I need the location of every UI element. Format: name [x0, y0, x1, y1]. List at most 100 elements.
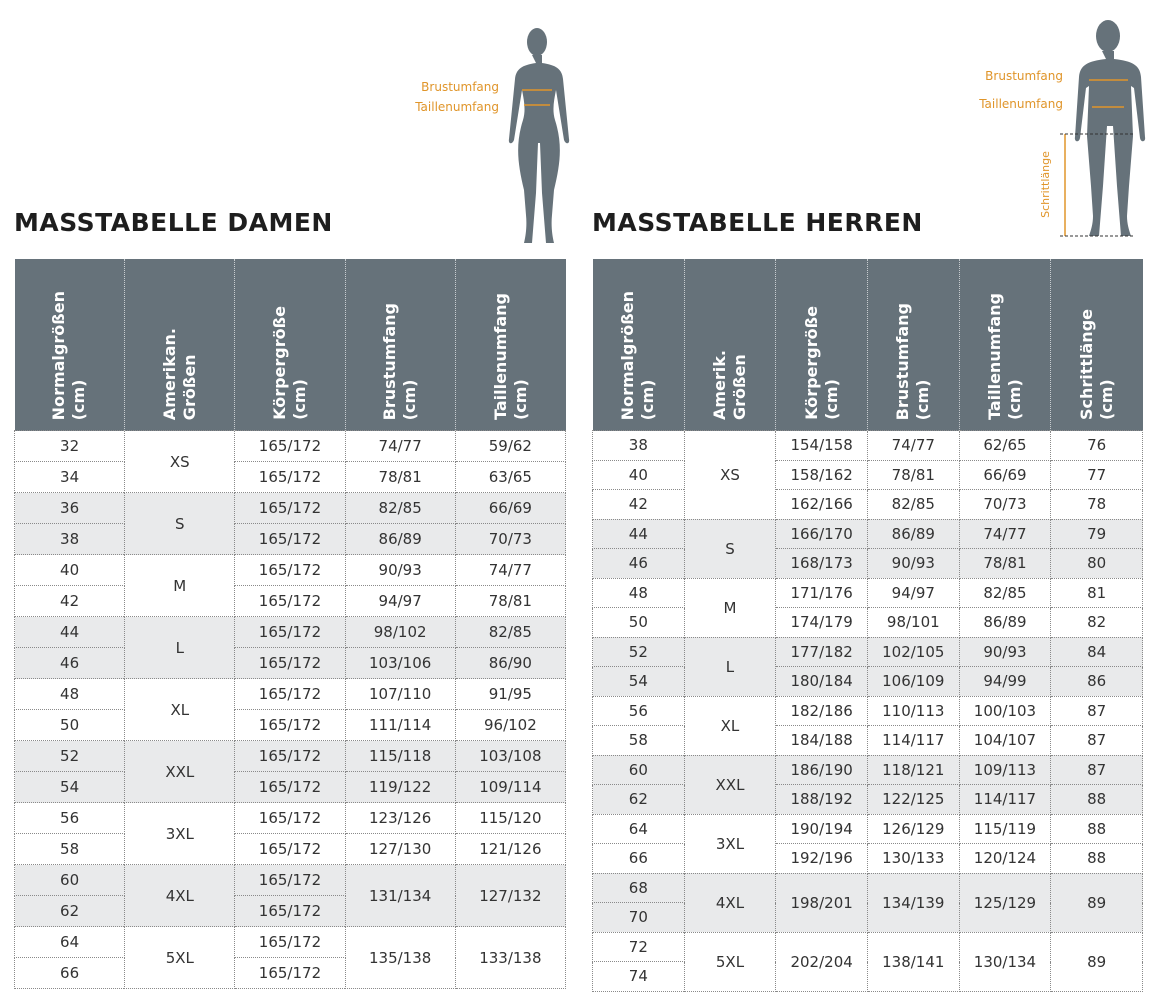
cell: 82/85	[866, 489, 960, 520]
cell: 86/89	[958, 607, 1052, 638]
header-row: Normalgrößen (cm) Amerikan. Größen Körpergrö…	[14, 259, 566, 431]
column-header: Normalgrößen (cm)	[592, 259, 685, 431]
cell: 72	[592, 931, 685, 962]
shared-cell: 125/129	[958, 872, 1052, 933]
cell: 88	[1050, 843, 1143, 874]
cell: 74/77	[344, 430, 456, 462]
cell: 165/172	[234, 957, 346, 989]
cell: 165/172	[234, 740, 346, 772]
size-row: 44 L 165/172 98/102 82/85	[13, 616, 567, 679]
header-row: Normalgrößen (cm) Amerik. Größen Körpergröße…	[592, 259, 1143, 431]
size-row: 64 3XL 190/194 126/129 115/119 88	[592, 813, 1143, 874]
shared-cell: 135/138	[344, 926, 456, 989]
size-row: 56 XL 182/186 110/113 100/103 87	[592, 695, 1143, 756]
shared-cell: 89	[1050, 872, 1143, 933]
cell: 94/97	[344, 585, 456, 617]
column-header: Körpergröße (cm)	[234, 259, 346, 431]
header-line: (cm)	[400, 379, 420, 420]
cell: 66	[13, 957, 126, 989]
us-size-cell: L	[683, 636, 777, 697]
size-row: 54 165/172 119/122 109/114	[13, 771, 567, 803]
column-header: Brustumfang (cm)	[866, 259, 960, 431]
cell: 104/107	[958, 725, 1052, 756]
header-text: Amerikan. Größen	[160, 328, 200, 420]
header-text: Brustumfang (cm)	[380, 303, 420, 420]
cell: 70/73	[958, 489, 1052, 520]
header-line: Normalgrößen	[618, 290, 638, 420]
us-size-cell: S	[683, 518, 777, 579]
size-row: 38 165/172 86/89 70/73	[13, 523, 567, 555]
size-row: 62 188/192 122/125 114/117 88	[592, 784, 1143, 815]
cell: 54	[592, 666, 685, 697]
us-size-cell: 5XL	[124, 926, 236, 989]
size-row: 34 165/172 78/81 63/65	[13, 461, 567, 493]
cell: 64	[592, 813, 685, 844]
header-line: (cm)	[1004, 379, 1024, 420]
cell: 79	[1050, 518, 1143, 549]
cell: 66/69	[454, 492, 567, 524]
header-line: Taillenumfang	[984, 292, 1004, 420]
shared-cell: 127/132	[454, 864, 567, 927]
cell: 114/117	[958, 784, 1052, 815]
shared-cell: 133/138	[454, 926, 567, 989]
cell: 84	[1050, 636, 1143, 667]
cell: 74	[592, 961, 685, 992]
header-line: Brustumfang	[380, 302, 400, 420]
cell: 165/172	[234, 864, 346, 896]
us-size-cell: XS	[124, 430, 236, 493]
cell: 168/173	[775, 548, 868, 579]
cell: 76	[1050, 430, 1143, 461]
cell: 165/172	[234, 492, 346, 524]
cell: 165/172	[234, 802, 346, 834]
us-size-cell: M	[124, 554, 236, 617]
cell: 165/172	[234, 709, 346, 741]
cell: 32	[13, 430, 126, 462]
cell: 56	[13, 802, 126, 834]
cell: 40	[592, 459, 685, 490]
shared-cell: 138/141	[866, 931, 960, 992]
cell: 109/113	[958, 754, 1052, 785]
cell: 42	[13, 585, 126, 617]
size-row: 48 M 171/176 94/97 82/85 81	[592, 577, 1143, 638]
cell: 50	[13, 709, 126, 741]
cell: 86/90	[454, 647, 567, 679]
header-line: (cm)	[821, 379, 841, 420]
cell: 94/99	[958, 666, 1052, 697]
us-size-cell: XL	[124, 678, 236, 741]
us-size-cell: 4XL	[124, 864, 236, 927]
size-row: 36 S 165/172 82/85 66/69	[13, 492, 567, 555]
size-row: 38 XS 154/158 74/77 62/65 76	[592, 430, 1143, 520]
cell: 188/192	[775, 784, 868, 815]
cell: 165/172	[234, 926, 346, 958]
header-text: Normalgrößen (cm)	[618, 291, 658, 420]
cell: 38	[592, 430, 685, 461]
table-head: Normalgrößen (cm) Amerik. Größen Körpergröße…	[592, 259, 1143, 431]
cell: 165/172	[234, 430, 346, 462]
cell: 111/114	[344, 709, 456, 741]
cell: 82/85	[344, 492, 456, 524]
cell: 48	[13, 678, 126, 710]
header-text: Körpergröße (cm)	[270, 306, 310, 420]
header-line: Schrittlänge	[1076, 308, 1096, 420]
cell: 66/69	[958, 459, 1052, 490]
size-row: 58 165/172 127/130 121/126	[13, 833, 567, 865]
cell: 184/188	[775, 725, 868, 756]
header-text: Taillenumfang (cm)	[985, 293, 1025, 420]
figure-label: Brustumfang	[421, 80, 499, 94]
cell: 165/172	[234, 585, 346, 617]
shared-cell: 130/134	[958, 931, 1052, 992]
cell: 90/93	[344, 554, 456, 586]
header-line: Körpergröße	[269, 306, 289, 420]
cell: 82/85	[958, 577, 1052, 608]
cell: 88	[1050, 813, 1143, 844]
man-measure	[1060, 79, 1135, 237]
cell: 127/130	[344, 833, 456, 865]
cell: 56	[592, 695, 685, 726]
cell: 165/172	[234, 678, 346, 710]
cell: 180/184	[775, 666, 868, 697]
column-header: Körpergröße (cm)	[775, 259, 868, 431]
cell: 119/122	[344, 771, 456, 803]
size-row: 54 180/184 106/109 94/99 86	[592, 666, 1143, 697]
header-text: Brustumfang (cm)	[893, 303, 933, 420]
column-header: Brustumfang (cm)	[344, 259, 456, 431]
